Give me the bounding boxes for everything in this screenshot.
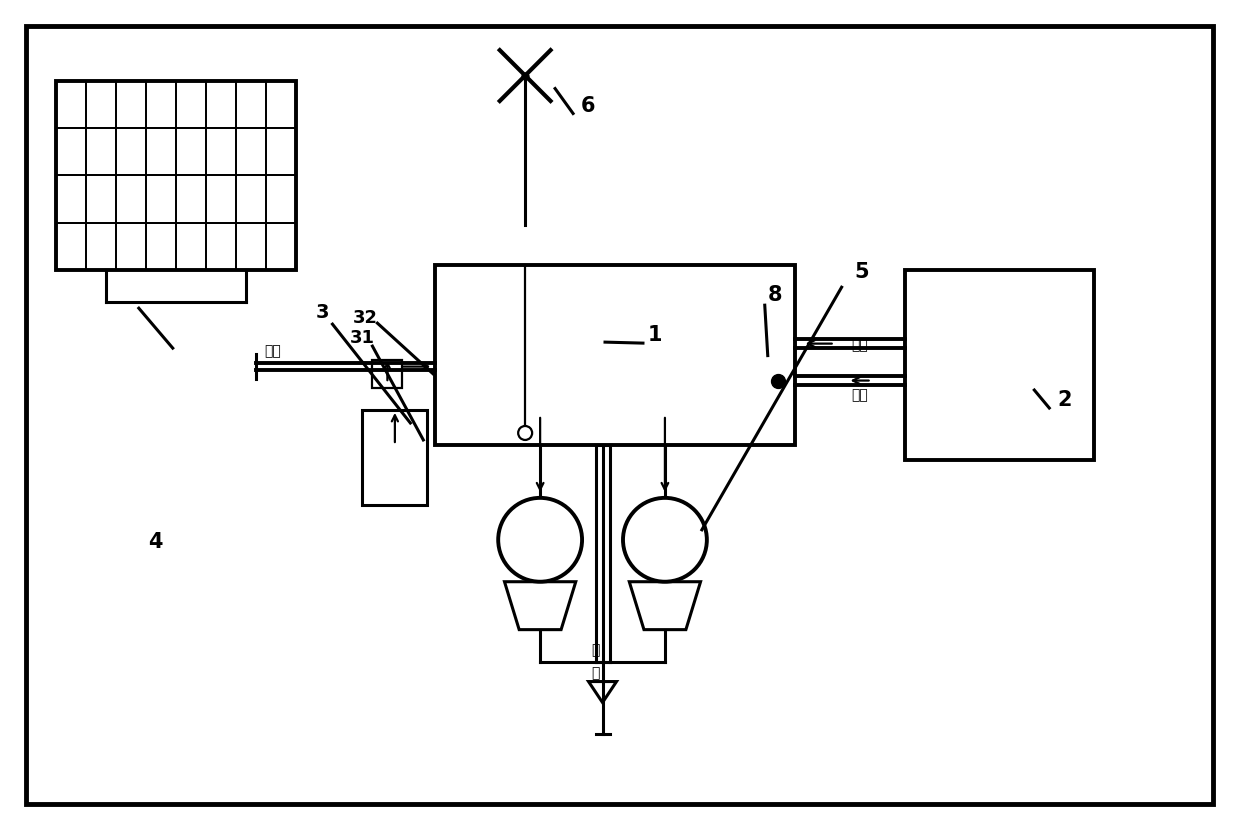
Text: 出水: 出水: [851, 338, 869, 352]
Bar: [56, 222, 85, 271]
Text: 2: 2: [1057, 390, 1072, 410]
Bar: [435, 266, 794, 445]
Text: 6: 6: [581, 95, 595, 115]
Text: 出: 出: [591, 643, 600, 657]
Bar: [176, 175, 206, 222]
Bar: [265, 222, 296, 271]
Bar: [265, 175, 296, 222]
Text: 3: 3: [316, 303, 330, 322]
Bar: [85, 222, 115, 271]
Bar: [115, 175, 146, 222]
Text: 5: 5: [854, 262, 869, 282]
Text: 进水: 进水: [851, 388, 869, 402]
Text: 8: 8: [767, 286, 782, 305]
Bar: [115, 128, 146, 175]
Bar: [85, 175, 115, 222]
Text: 32: 32: [353, 309, 378, 327]
Bar: [56, 81, 85, 128]
Bar: [176, 128, 206, 175]
Bar: [146, 128, 176, 175]
Bar: [235, 222, 265, 271]
Bar: [235, 175, 265, 222]
Text: 水: 水: [591, 666, 600, 681]
Bar: [56, 128, 85, 175]
Bar: [235, 128, 265, 175]
Text: 进水: 进水: [264, 344, 281, 358]
Bar: [176, 222, 206, 271]
Bar: [363, 410, 427, 505]
Bar: [265, 81, 296, 128]
Bar: [265, 128, 296, 175]
Bar: [146, 222, 176, 271]
Bar: [56, 81, 296, 271]
Bar: [115, 222, 146, 271]
Bar: [206, 81, 235, 128]
Bar: [85, 128, 115, 175]
Bar: [176, 81, 206, 128]
Text: 31: 31: [349, 330, 375, 347]
Bar: [146, 81, 176, 128]
Bar: [56, 175, 85, 222]
Bar: [206, 175, 235, 222]
Bar: [85, 81, 115, 128]
Text: 4: 4: [149, 532, 164, 552]
Bar: [115, 81, 146, 128]
Bar: [206, 222, 235, 271]
Bar: [235, 81, 265, 128]
Bar: [206, 128, 235, 175]
Bar: [146, 175, 176, 222]
Bar: [373, 360, 403, 388]
Text: 1: 1: [648, 325, 662, 345]
Bar: [904, 271, 1094, 460]
